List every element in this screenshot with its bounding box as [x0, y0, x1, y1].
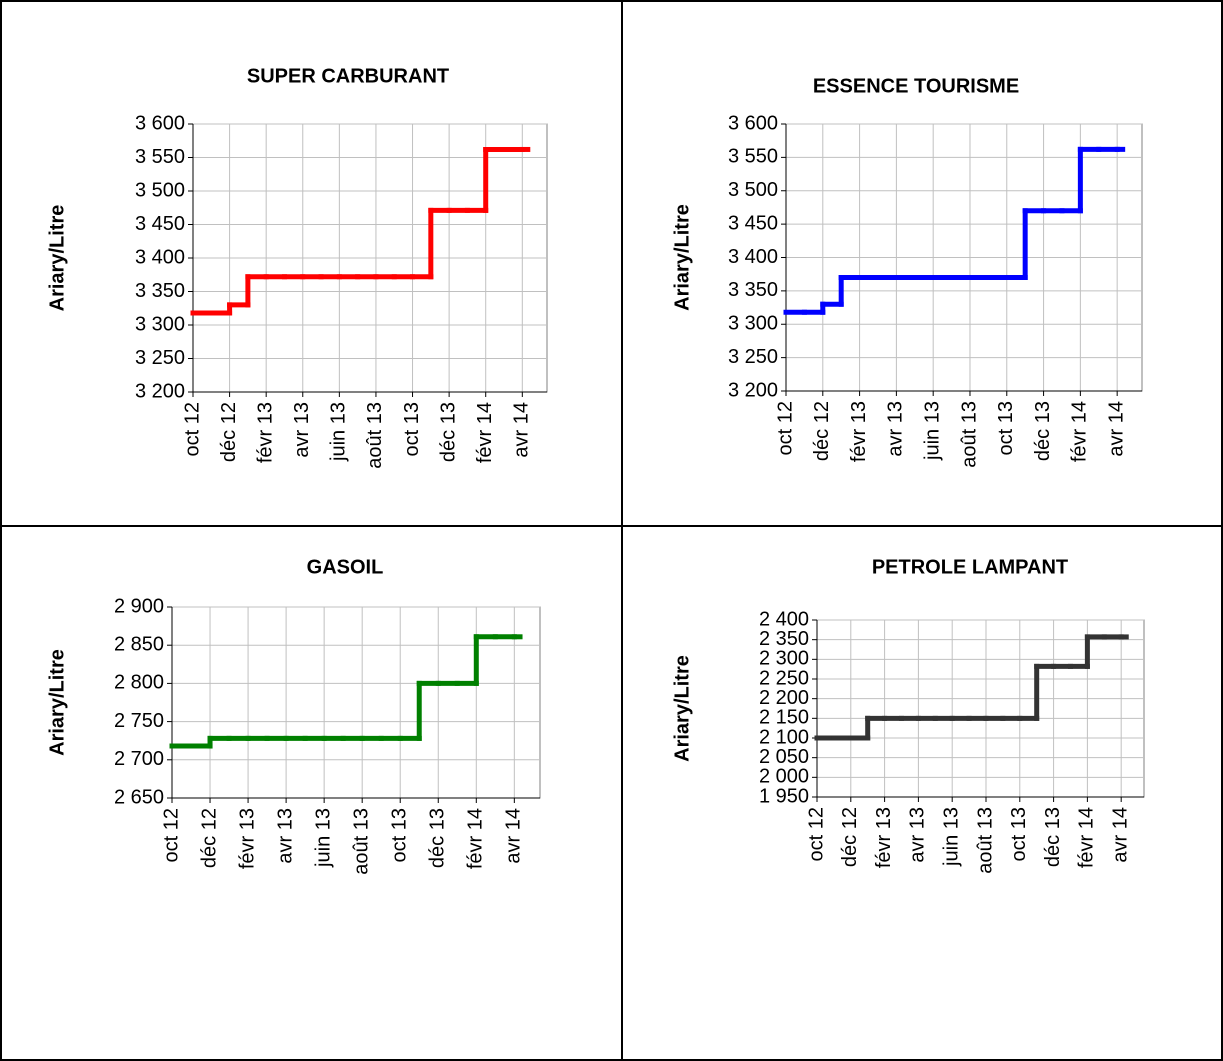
- y-tick-label: 2 200: [759, 687, 809, 709]
- x-tick-label: déc 13: [437, 402, 459, 462]
- x-tick-label: févr 13: [873, 807, 895, 868]
- chart-title: GASOIL: [307, 556, 384, 578]
- x-tick-label: oct 12: [774, 401, 796, 455]
- x-tick-label: avr 14: [1109, 807, 1131, 863]
- x-tick-label: déc 12: [811, 401, 833, 461]
- y-tick-label: 3 500: [135, 179, 185, 201]
- y-tick-label: 2 050: [759, 746, 809, 768]
- x-tick-label: avr 14: [503, 808, 525, 864]
- x-tick-label: oct 12: [181, 402, 203, 456]
- chart-title: PETROLE LAMPANT: [872, 556, 1068, 578]
- y-tick-label: 2 350: [759, 628, 809, 650]
- x-tick-label: févr 13: [254, 402, 276, 463]
- y-tick-label: 3 550: [728, 146, 778, 168]
- x-tick-label: juin 13: [328, 402, 350, 462]
- x-tick-label: août 13: [958, 401, 980, 468]
- x-tick-label: avr 14: [1105, 401, 1127, 457]
- y-tick-label: 3 250: [728, 346, 778, 368]
- x-tick-label: févr 14: [474, 402, 496, 463]
- x-tick-label: déc 13: [427, 808, 449, 868]
- chart-title: SUPER CARBURANT: [247, 65, 449, 87]
- x-tick-label: févr 14: [465, 808, 487, 869]
- y-axis-title: Ariary/Litre: [671, 655, 693, 762]
- x-tick-label: juin 13: [940, 807, 962, 867]
- x-tick-label: août 13: [350, 808, 372, 875]
- x-tick-label: août 13: [974, 807, 996, 874]
- y-axis-title: Ariary/Litre: [46, 649, 68, 756]
- y-axis-title: Ariary/Litre: [671, 204, 693, 311]
- y-tick-label: 3 350: [135, 280, 185, 302]
- y-tick-label: 2 900: [114, 595, 164, 617]
- y-tick-label: 3 600: [135, 112, 185, 134]
- y-tick-label: 2 750: [114, 710, 164, 732]
- x-tick-label: avr 14: [511, 402, 533, 458]
- y-axis-title: Ariary/Litre: [46, 205, 68, 312]
- y-tick-label: 3 550: [135, 146, 185, 168]
- y-tick-label: 2 300: [759, 648, 809, 670]
- x-tick-label: oct 13: [1008, 807, 1030, 861]
- y-tick-label: 2 000: [759, 766, 809, 788]
- x-tick-label: févr 14: [1069, 401, 1091, 462]
- x-tick-label: oct 13: [401, 402, 423, 456]
- x-tick-label: oct 13: [388, 808, 410, 862]
- y-tick-label: 1 950: [759, 785, 809, 807]
- chart-title: ESSENCE TOURISME: [813, 75, 1019, 97]
- y-tick-label: 3 500: [728, 179, 778, 201]
- plot-area: [816, 619, 1145, 798]
- y-tick-label: 3 600: [728, 112, 778, 134]
- y-tick-label: 2 400: [759, 608, 809, 630]
- x-tick-label: déc 12: [218, 402, 240, 462]
- x-tick-label: avr 13: [274, 808, 296, 864]
- y-tick-label: 2 850: [114, 633, 164, 655]
- x-tick-label: oct 12: [160, 808, 182, 862]
- y-tick-label: 3 400: [728, 246, 778, 268]
- y-tick-label: 2 650: [114, 786, 164, 808]
- y-tick-label: 2 250: [759, 667, 809, 689]
- y-tick-label: 2 150: [759, 707, 809, 729]
- x-tick-label: déc 12: [839, 807, 861, 867]
- y-tick-label: 3 400: [135, 246, 185, 268]
- x-tick-label: déc 13: [1032, 401, 1054, 461]
- x-tick-label: févr 13: [236, 808, 258, 869]
- x-tick-label: avr 13: [907, 807, 929, 863]
- x-tick-label: juin 13: [921, 401, 943, 461]
- x-tick-label: oct 13: [995, 401, 1017, 455]
- x-tick-label: avr 13: [291, 402, 313, 458]
- x-tick-label: déc 12: [198, 808, 220, 868]
- y-tick-label: 2 100: [759, 726, 809, 748]
- x-tick-label: déc 13: [1042, 807, 1064, 867]
- x-tick-label: avr 13: [885, 401, 907, 457]
- y-tick-label: 3 450: [135, 213, 185, 235]
- x-tick-label: oct 12: [805, 807, 827, 861]
- x-tick-label: févr 14: [1076, 807, 1098, 868]
- y-tick-label: 2 700: [114, 748, 164, 770]
- y-tick-label: 3 450: [728, 212, 778, 234]
- x-tick-label: juin 13: [312, 808, 334, 868]
- x-tick-label: févr 13: [848, 401, 870, 462]
- y-tick-label: 2 800: [114, 672, 164, 694]
- y-tick-label: 3 350: [728, 279, 778, 301]
- y-tick-label: 3 200: [135, 380, 185, 402]
- y-tick-label: 3 300: [728, 313, 778, 335]
- y-tick-label: 3 200: [728, 379, 778, 401]
- x-tick-label: août 13: [364, 402, 386, 469]
- y-tick-label: 3 300: [135, 313, 185, 335]
- y-tick-label: 3 250: [135, 347, 185, 369]
